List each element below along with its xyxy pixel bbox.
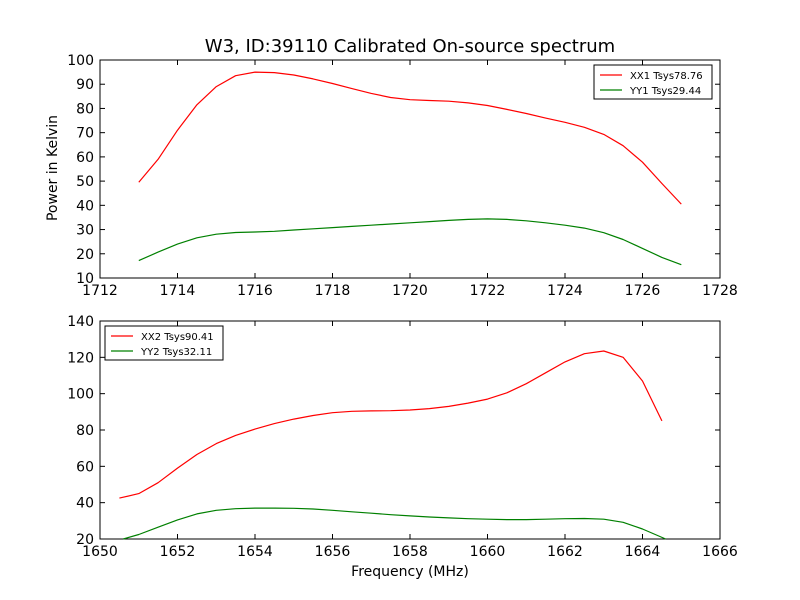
legend-label: XX2 Tsys90.41	[141, 332, 214, 343]
x-tick-label: 1716	[237, 283, 273, 299]
y-tick-label: 20	[76, 247, 94, 263]
y-tick-label: 80	[76, 101, 94, 117]
x-tick-label: 1714	[160, 283, 196, 299]
x-tick-label: 1664	[625, 544, 661, 560]
chart-title: W3, ID:39110 Calibrated On-source spectr…	[205, 36, 615, 57]
x-tick-label: 1718	[315, 283, 351, 299]
y-tick-label: 30	[76, 223, 94, 239]
legend-label: YY1 Tsys29.44	[629, 86, 701, 97]
x-tick-label: 1722	[470, 283, 506, 299]
legend-label: YY2 Tsys32.11	[140, 347, 212, 358]
y-tick-label: 100	[67, 387, 94, 403]
x-axis-label: Frequency (MHz)	[351, 564, 469, 580]
x-tick-label: 1662	[547, 544, 583, 560]
series-line-2	[123, 507, 666, 540]
y-tick-label: 100	[67, 53, 94, 69]
y-tick-label: 20	[76, 532, 94, 548]
y-tick-label: 60	[76, 150, 94, 166]
y-tick-label: 140	[67, 314, 94, 330]
x-tick-label: 1712	[82, 283, 118, 299]
legend-label: XX1 Tsys78.76	[630, 71, 703, 82]
series-line-1	[119, 350, 663, 499]
x-tick-label: 1652	[160, 544, 196, 560]
series-line-2	[138, 218, 682, 266]
y-tick-label: 90	[76, 77, 94, 93]
legend-box	[593, 64, 713, 100]
y-tick-label: 50	[76, 174, 94, 190]
top-panel: 1712 1714 1716 1718 1720 1722 1724 1726 1728 10 20…	[67, 53, 738, 299]
x-tick-label: 1666	[702, 544, 738, 560]
y-tick-label: 40	[76, 496, 94, 512]
y-tick-label: 80	[76, 423, 94, 439]
x-tick-label: 1728	[702, 283, 738, 299]
y-tick-label: 120	[67, 350, 94, 366]
y-tick-label: 70	[76, 126, 94, 142]
y-tick-label: 10	[76, 271, 94, 287]
x-tick-label: 1656	[315, 544, 351, 560]
legend: XX2 Tsys90.41 YY2 Tsys32.11	[104, 325, 224, 361]
bottom-panel: 1650 1652 1654 1656 1658 1660 1662 1664 1666 20 40…	[67, 314, 738, 560]
y-axis-label: Power in Kelvin	[45, 115, 61, 221]
y-tick-label: 60	[76, 459, 94, 475]
x-tick-label: 1658	[392, 544, 428, 560]
x-tick-label: 1720	[392, 283, 428, 299]
x-tick-label: 1650	[82, 544, 118, 560]
x-tick-label: 1654	[237, 544, 273, 560]
legend: XX1 Tsys78.76 YY1 Tsys29.44	[593, 64, 713, 100]
x-tick-label: 1726	[625, 283, 661, 299]
x-tick-label: 1660	[470, 544, 506, 560]
y-tick-label: 40	[76, 198, 94, 214]
series-line-1	[138, 71, 682, 205]
x-tick-label: 1724	[547, 283, 583, 299]
legend-box	[104, 325, 224, 361]
